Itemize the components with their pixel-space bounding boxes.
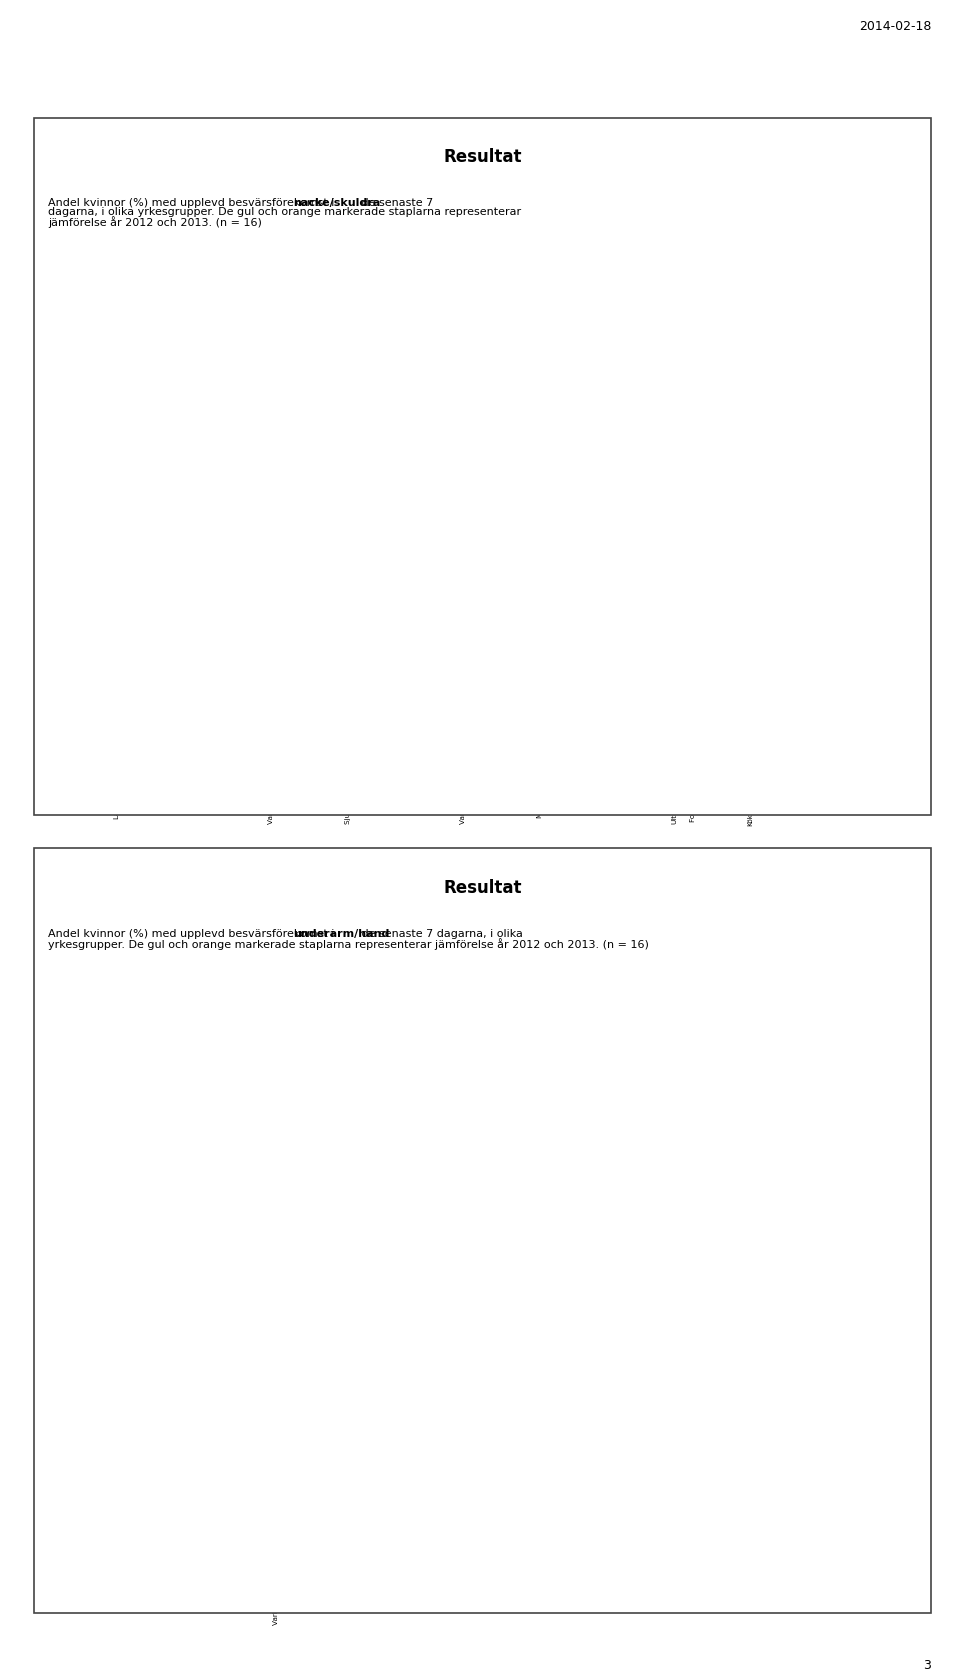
Bar [897,373,913,734]
Bar [397,558,414,734]
Bar [724,459,740,734]
Bar [129,610,144,734]
Text: de senaste 7: de senaste 7 [358,198,433,208]
Bar [391,1415,412,1532]
Bar [90,1502,111,1532]
Text: Resultat: Resultat [444,879,521,897]
Bar [791,1242,812,1532]
Bar [416,1408,437,1532]
Bar [766,1253,787,1532]
Text: de senaste 7 dagarna, i olika: de senaste 7 dagarna, i olika [358,929,523,939]
Text: Andel kvinnor (%) med upplevd besvärsförekomst i: Andel kvinnor (%) med upplevd besvärsför… [48,198,338,208]
Text: Landstinget: Landstinget [102,892,176,902]
Bar [320,581,336,734]
Bar [705,462,720,734]
FancyArrow shape [40,178,78,242]
Text: 2014-02-18: 2014-02-18 [859,20,931,34]
Bar [115,1495,136,1532]
Bar [244,596,259,734]
Bar [801,438,817,734]
Bar [474,544,491,734]
Bar [315,1440,337,1532]
Text: nacke/skuldra: nacke/skuldra [293,198,380,208]
Text: Rörligt varierat arbete: Rörligt varierat arbete [559,329,675,339]
Text: yrkesgrupper. De gul och orange markerade staplarna representerar jämförelse år : yrkesgrupper. De gul och orange markerad… [48,937,649,949]
Text: Andel kvinnor (%) med upplevd besvärsförekomst i: Andel kvinnor (%) med upplevd besvärsför… [48,929,338,939]
Bar [715,1265,737,1532]
Bar [666,487,682,734]
Bar [743,454,759,734]
Bar [455,548,471,734]
Bar [551,516,567,734]
Text: Rörligt varierat arbete: Rörligt varierat arbete [559,1063,675,1074]
Bar [762,449,779,734]
Bar [89,620,106,734]
Bar [841,1216,862,1532]
Bar [640,1297,661,1532]
Bar [441,1408,462,1532]
Bar [590,1346,612,1532]
Bar [140,1488,161,1532]
Text: jämförelse år 2012 och 2013. (n = 16): jämförelse år 2012 och 2013. (n = 16) [48,217,262,228]
Bar [436,553,452,734]
Bar [532,534,547,734]
Bar [609,496,625,734]
Bar [628,491,644,734]
Bar [493,539,510,734]
Bar [665,1304,687,1532]
Text: i Jönköpings län: i Jönköpings län [102,932,173,942]
Bar [570,506,586,734]
Bar [190,1470,211,1532]
Bar [516,1378,537,1532]
Bar [820,438,836,734]
Bar [167,605,182,734]
Bar [301,581,317,734]
Bar [866,1154,887,1532]
Bar [816,1216,837,1532]
Bar [240,1458,261,1532]
Bar [540,1371,562,1532]
Bar [513,534,529,734]
Bar [366,1421,387,1532]
Bar [282,596,298,734]
Text: 3: 3 [924,1658,931,1672]
Bar [416,553,432,734]
Bar [891,1099,912,1532]
Bar [165,1477,186,1532]
Text: Resultat: Resultat [444,148,521,166]
Bar [265,1452,287,1532]
Bar [858,425,875,734]
Text: i Jönköpings län: i Jönköpings län [102,202,173,212]
Bar [340,568,355,734]
Bar [108,615,125,734]
Bar [589,501,606,734]
Bar [781,444,798,734]
Bar [263,596,278,734]
Bar [341,1421,362,1532]
Bar [491,1396,512,1532]
Bar [839,425,855,734]
Bar [205,601,221,734]
FancyArrow shape [40,911,78,973]
Bar [148,610,163,734]
Text: dagarna, i olika yrkesgrupper. De gul och orange markerade staplarna representer: dagarna, i olika yrkesgrupper. De gul oc… [48,207,521,217]
Y-axis label: Andel procent: Andel procent [51,1245,61,1324]
Bar [225,601,240,734]
Bar [359,563,375,734]
Bar [877,415,894,734]
Bar [466,1403,487,1532]
Bar [290,1445,312,1532]
Bar [690,1278,712,1532]
Bar [185,605,202,734]
Text: Landstinget: Landstinget [102,161,176,171]
Y-axis label: Andel procent: Andel procent [51,480,61,559]
Bar [215,1470,236,1532]
Bar [377,563,394,734]
Bar [615,1327,636,1532]
Text: underarm/hand: underarm/hand [293,929,390,939]
Bar [565,1364,587,1532]
Bar [647,487,663,734]
Bar [741,1260,762,1532]
Bar [685,482,701,734]
